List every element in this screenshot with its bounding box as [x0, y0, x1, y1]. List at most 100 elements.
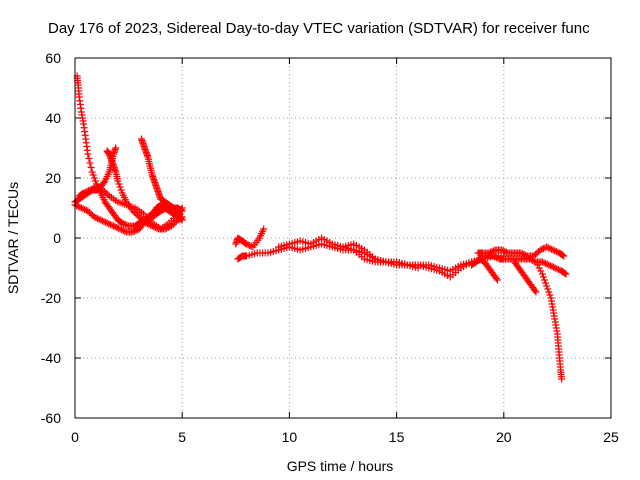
series-arc-8 — [232, 225, 268, 251]
data-point — [90, 174, 98, 182]
data-point — [493, 276, 501, 284]
data-point — [81, 206, 89, 213]
data-point — [552, 248, 560, 255]
data-point — [501, 248, 509, 255]
data-point — [538, 270, 546, 278]
data-point — [546, 262, 554, 270]
data-point — [530, 257, 538, 265]
data-point — [117, 186, 125, 194]
data-point — [80, 189, 88, 197]
data-point — [532, 258, 540, 266]
y-tick-label: 60 — [45, 50, 61, 66]
data-point — [94, 215, 102, 222]
data-point — [77, 204, 85, 212]
data-point — [549, 246, 557, 254]
x-tick-label: 20 — [496, 429, 512, 445]
data-point — [543, 282, 551, 290]
data-point — [169, 221, 177, 228]
y-axis-label: SDTVAR / TECUs — [5, 182, 21, 294]
data-point — [88, 185, 96, 193]
data-point — [99, 186, 107, 194]
data-point — [551, 264, 559, 272]
data-point — [102, 218, 110, 226]
data-point — [491, 253, 499, 261]
data-point — [537, 267, 545, 275]
data-point — [177, 206, 185, 214]
data-point — [84, 150, 92, 158]
data-point — [110, 222, 118, 230]
data-point — [108, 221, 116, 229]
data-point — [543, 260, 551, 268]
series-arc-13 — [468, 255, 501, 284]
data-point — [73, 202, 81, 210]
data-point — [81, 188, 89, 196]
y-tick-label: 40 — [45, 110, 61, 126]
data-point — [502, 248, 510, 256]
chart-title: Day 176 of 2023, Sidereal Day-to-day VTE… — [48, 20, 590, 37]
data-point — [142, 219, 150, 227]
x-tick-label: 10 — [282, 429, 298, 445]
series-arc-5 — [75, 183, 186, 233]
data-point — [87, 164, 95, 171]
data-point — [134, 212, 142, 219]
data-point — [118, 219, 126, 227]
data-point — [546, 245, 554, 252]
data-point — [114, 224, 122, 232]
data-point — [88, 168, 96, 176]
data-marks — [71, 72, 570, 383]
data-point — [498, 246, 506, 254]
data-point — [121, 227, 129, 235]
data-point — [85, 155, 93, 162]
data-point — [130, 227, 138, 235]
series-arc-14 — [511, 258, 540, 296]
data-point — [90, 213, 98, 221]
data-point — [543, 243, 551, 251]
data-point — [102, 189, 110, 197]
data-point — [545, 261, 553, 269]
data-point — [244, 241, 252, 249]
data-point — [100, 218, 108, 225]
data-point — [526, 255, 534, 263]
data-point — [246, 242, 254, 249]
data-point — [85, 209, 93, 216]
data-point — [89, 185, 97, 192]
data-point — [544, 244, 552, 252]
series-arc-15 — [532, 258, 566, 383]
data-point — [559, 251, 567, 259]
series-arc-6 — [137, 135, 186, 215]
data-point — [560, 252, 568, 260]
data-point — [105, 220, 113, 228]
data-point — [553, 265, 561, 273]
data-point — [119, 227, 127, 234]
data-point — [529, 257, 537, 264]
data-point — [103, 219, 111, 227]
grid-lines — [75, 58, 611, 418]
data-point — [178, 207, 186, 215]
data-point — [116, 225, 124, 233]
data-point — [492, 275, 500, 282]
data-point — [517, 249, 525, 257]
data-point — [177, 214, 185, 222]
data-point — [76, 203, 84, 211]
data-point — [79, 205, 87, 213]
data-point — [84, 187, 92, 195]
data-point — [539, 273, 547, 281]
data-point — [129, 228, 137, 236]
data-point — [535, 264, 543, 272]
data-point — [542, 260, 550, 267]
data-point — [531, 251, 539, 258]
data-point — [135, 213, 143, 221]
data-point — [84, 207, 92, 215]
data-point — [83, 188, 91, 195]
data-point — [562, 270, 570, 278]
data-point — [554, 266, 562, 273]
data-point — [114, 177, 122, 185]
data-point — [544, 285, 552, 293]
data-point — [123, 221, 131, 229]
data-point — [86, 186, 94, 194]
data-point — [548, 245, 556, 253]
x-axis-label: GPS time / hours — [287, 458, 394, 474]
data-point — [178, 213, 186, 221]
data-point — [132, 210, 140, 218]
